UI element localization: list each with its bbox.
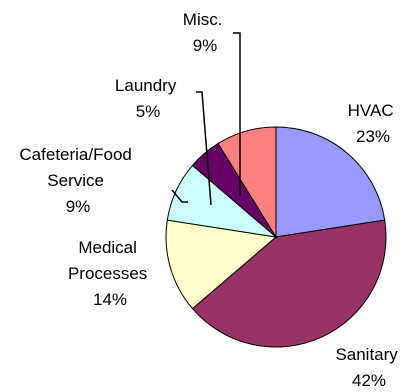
label-laundry-name: Laundry (115, 76, 177, 95)
label-hvac: HVAC 23% (348, 101, 399, 146)
slice-medical-processes (165, 219, 278, 310)
label-cafeteria-line2: Service (47, 171, 104, 190)
leader-line-misc (233, 32, 241, 196)
label-medical-line1: Medical (78, 238, 137, 257)
label-laundry-percent: 5% (136, 102, 161, 121)
slice-misc (217, 126, 277, 239)
label-sanitary-percent: 42% (352, 371, 386, 390)
slice-sanitary (191, 219, 387, 348)
label-medical-line2: Processes (68, 264, 147, 283)
label-sanitary-name: Sanitary (335, 345, 398, 364)
pie-slices (165, 126, 387, 348)
leader-line-laundry (196, 91, 212, 206)
label-hvac-percent: 23% (356, 127, 390, 146)
label-laundry: Laundry 5% (115, 76, 181, 121)
slice-hvac (275, 126, 386, 238)
label-medical-processes: Medical Processes 14% (68, 238, 152, 309)
label-cafeteria-percent: 9% (66, 197, 91, 216)
label-misc-name: Misc. (183, 10, 223, 29)
label-misc: Misc. 9% (183, 10, 227, 55)
label-cafeteria-line1: Cafeteria/Food (19, 145, 131, 164)
leader-line-cafeteria (171, 189, 188, 203)
label-medical-percent: 14% (93, 290, 127, 309)
label-hvac-name: HVAC (348, 101, 394, 120)
label-cafeteria-food-service: Cafeteria/Food Service 9% (19, 145, 136, 216)
label-sanitary: Sanitary 42% (335, 345, 402, 390)
label-misc-percent: 9% (193, 36, 218, 55)
